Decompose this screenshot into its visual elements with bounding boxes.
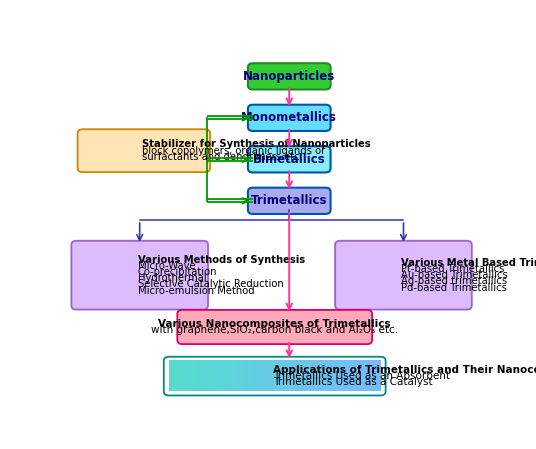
Text: Micro-emulsion Method: Micro-emulsion Method (138, 286, 254, 296)
Text: Micro-Wave: Micro-Wave (138, 261, 195, 271)
Text: Pt-based Trimetallics: Pt-based Trimetallics (401, 264, 505, 274)
Text: Au-based Trimetallics: Au-based Trimetallics (401, 270, 508, 280)
Text: Trimetallics Used as an Absorbent: Trimetallics Used as an Absorbent (273, 371, 450, 381)
FancyBboxPatch shape (248, 146, 331, 172)
FancyBboxPatch shape (78, 129, 210, 172)
FancyBboxPatch shape (248, 63, 331, 89)
Text: Various Methods of Synthesis: Various Methods of Synthesis (138, 255, 305, 264)
Text: Various Metal Based Trimetallics: Various Metal Based Trimetallics (401, 258, 536, 268)
Text: Ag-based trimetallics: Ag-based trimetallics (401, 277, 508, 286)
Text: Trimetallics Used as a Catalyst: Trimetallics Used as a Catalyst (273, 377, 432, 387)
Text: Various Nanocomposites of Trimetallics: Various Nanocomposites of Trimetallics (158, 319, 391, 329)
Text: Bimetallics: Bimetallics (253, 153, 325, 166)
FancyBboxPatch shape (248, 188, 331, 214)
Text: Hydrothermal: Hydrothermal (138, 273, 206, 283)
Text: Stabilizer for Synthesis of Nanoparticles: Stabilizer for Synthesis of Nanoparticle… (142, 140, 370, 150)
FancyBboxPatch shape (335, 241, 472, 309)
Text: Pd-based Trimetallics: Pd-based Trimetallics (401, 282, 507, 293)
Text: surfactants and dendrimers etc.: surfactants and dendrimers etc. (142, 152, 303, 162)
FancyBboxPatch shape (177, 310, 372, 344)
Text: Co-precipitation: Co-precipitation (138, 267, 217, 277)
Text: Applications of Trimetallics and Their Nanocomposities: Applications of Trimetallics and Their N… (273, 365, 536, 375)
FancyBboxPatch shape (71, 241, 208, 309)
Text: Monometallics: Monometallics (241, 111, 337, 124)
Text: with graphene,SiO₂,carbon black and Al₂O₃ etc.: with graphene,SiO₂,carbon black and Al₂O… (151, 325, 398, 335)
Text: Nanoparticles: Nanoparticles (243, 70, 336, 83)
Text: Trimetallics: Trimetallics (251, 194, 327, 207)
FancyBboxPatch shape (248, 105, 331, 131)
Text: block copolymers, organic ligands or: block copolymers, organic ligands or (142, 145, 325, 156)
Text: Selective Catalytic Reduction: Selective Catalytic Reduction (138, 279, 284, 290)
